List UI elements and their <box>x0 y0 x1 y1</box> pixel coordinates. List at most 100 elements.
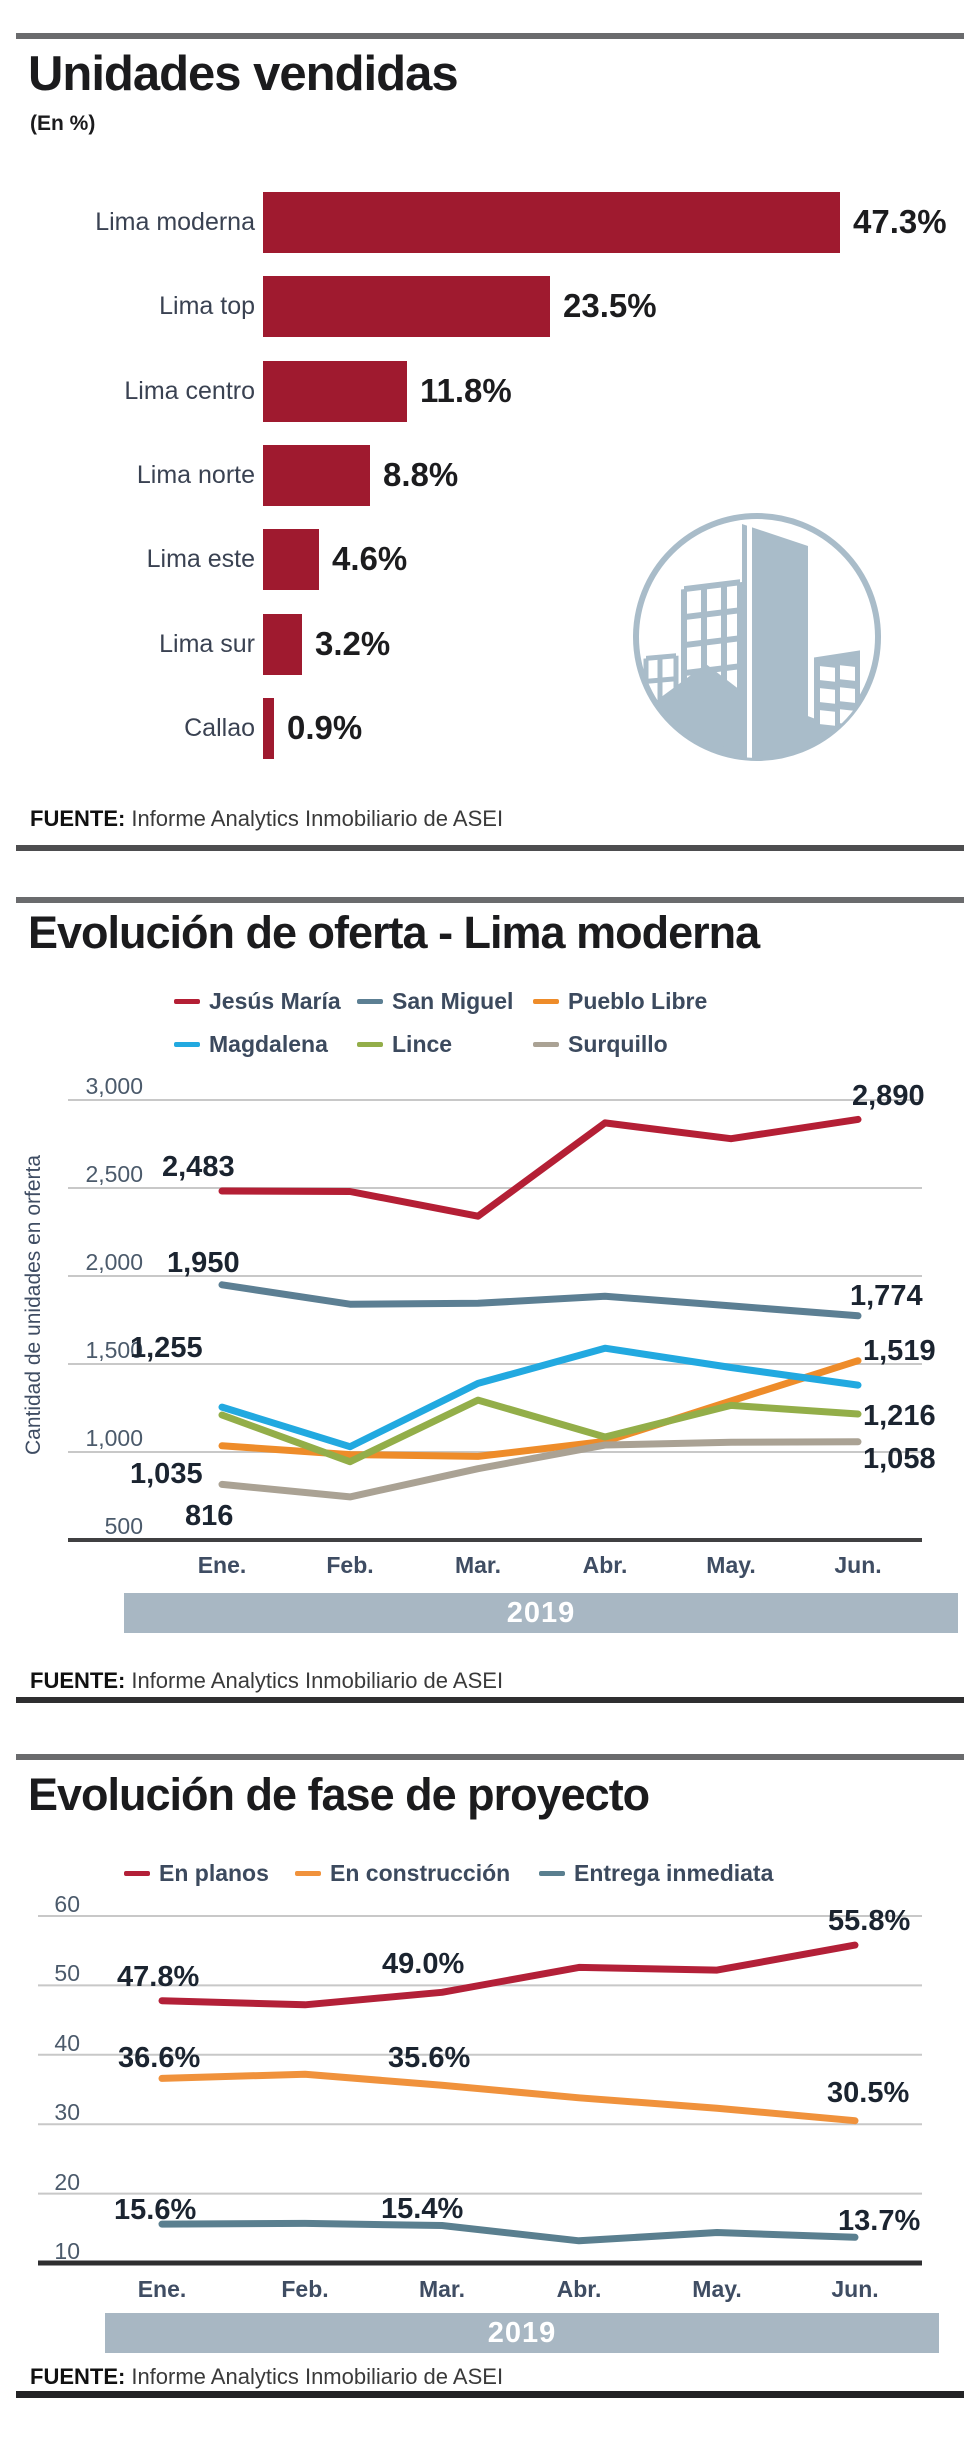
bar-value-label: 4.6% <box>332 539 408 577</box>
bar-category-label: Lima sur <box>159 629 255 658</box>
data-label: 15.4% <box>381 2192 464 2225</box>
chart2-year-band: 2019 <box>124 1593 958 1633</box>
x-axis-month-label: Mar. <box>454 1552 502 1578</box>
x-axis-month-label: May. <box>692 2276 742 2302</box>
legend-item-Entrega inmediata: Entrega inmediata <box>539 1860 773 1887</box>
chart2-source: FUENTE: Informe Analytics Inmobiliario de… <box>30 1668 503 1694</box>
legend-label: En planos <box>159 1860 269 1886</box>
section2-bottom-rule <box>16 1697 964 1703</box>
legend-swatch <box>533 1042 559 1047</box>
data-label: 1,035 <box>130 1457 203 1490</box>
source-text: Informe Analytics Inmobiliario de ASEI <box>131 806 504 831</box>
legend-swatch <box>174 999 200 1004</box>
bar-category-label: Lima centro <box>124 376 255 405</box>
legend-item-San Miguel: San Miguel <box>357 988 513 1015</box>
y-axis-tick: 1,000 <box>85 1425 143 1451</box>
chart2-legend: Jesús María San Miguel Pueblo Libre Magdale… <box>0 0 980 1057</box>
data-label: 2,483 <box>162 1150 235 1183</box>
legend-label: San Miguel <box>392 988 514 1014</box>
bar-value-label: 47.3% <box>853 202 947 240</box>
section1-top-rule <box>16 33 964 39</box>
data-label: 2,890 <box>852 1080 925 1113</box>
series-line-Lince <box>218 1396 862 1466</box>
section2-top-rule <box>16 897 964 903</box>
bar-value-label: 23.5% <box>563 286 657 324</box>
data-label: 1,255 <box>130 1332 203 1365</box>
x-axis-month-label: Abr. <box>556 2276 602 2302</box>
chart1-title: Unidades vendidas <box>28 47 459 101</box>
legend-item-Magdalena: Magdalena <box>174 1031 328 1058</box>
chart3-title: Evolución de fase de proyecto <box>28 1769 650 1820</box>
bar-category-label: Lima top <box>159 291 255 320</box>
legend-swatch <box>295 1871 321 1876</box>
y-axis-tick: 40 <box>54 2029 80 2056</box>
data-label: 1,216 <box>863 1399 936 1432</box>
series-line-Magdalena <box>218 1344 862 1451</box>
bar-value-label: 3.2% <box>315 624 391 662</box>
bar-value-label: 8.8% <box>383 455 459 493</box>
legend-swatch <box>539 1871 565 1876</box>
data-label: 1,519 <box>863 1334 936 1367</box>
bar <box>263 698 274 759</box>
chart3-legend: En planos En construcción Entrega inmediat… <box>0 0 980 1886</box>
legend-swatch <box>533 999 559 1004</box>
legend-label: Surquillo <box>568 1031 668 1057</box>
series-line-En construcción <box>158 2070 859 2125</box>
bar <box>263 614 302 675</box>
bar-category-label: Lima norte <box>136 460 255 489</box>
legend-label: Pueblo Libre <box>568 988 708 1014</box>
x-axis-month-label: Jun. <box>834 1552 882 1578</box>
y-axis-tick: 1,500 <box>85 1337 143 1363</box>
section1-bottom-rule <box>16 845 964 851</box>
y-axis-tick: 30 <box>54 2099 80 2126</box>
legend-item-Pueblo Libre: Pueblo Libre <box>533 988 707 1015</box>
source-label: FUENTE: <box>30 1668 126 1693</box>
data-label: 816 <box>185 1500 234 1533</box>
legend-label: Magdalena <box>209 1031 328 1057</box>
data-label: 1,774 <box>850 1279 923 1312</box>
bar-value-label: 11.8% <box>420 371 512 409</box>
bar-chart: Lima moderna 47.3% Lima top 23.5% Lima centr… <box>0 0 980 800</box>
x-axis-month-label: May. <box>706 1552 756 1578</box>
bar-value-label: 0.9% <box>287 708 363 746</box>
data-label: 47.8% <box>117 1960 200 1993</box>
legend-swatch <box>174 1042 200 1047</box>
section3-top-rule <box>16 1754 964 1760</box>
y-axis-tick: 2,500 <box>85 1161 143 1187</box>
y-axis-tick: 2,000 <box>85 1249 143 1275</box>
data-label: 55.8% <box>828 1905 911 1938</box>
source-label: FUENTE: <box>30 806 126 831</box>
legend-label: Jesús María <box>209 988 341 1014</box>
chart3-year-band: 2019 <box>105 2313 939 2353</box>
bar <box>263 192 840 253</box>
legend-label: Lince <box>392 1031 453 1057</box>
x-axis-month-label: Feb. <box>281 2276 329 2302</box>
legend-swatch <box>357 1042 383 1047</box>
chart3-plot <box>38 1915 922 2266</box>
source-text: Informe Analytics Inmobiliario de ASEI <box>131 1668 504 1693</box>
chart2-overlay: 3,000 2,500 2,000 1,500 1,000 500 Ene. Feb. Mar.… <box>0 0 980 1578</box>
data-label: 30.5% <box>827 2076 910 2109</box>
chart3-source: FUENTE: Informe Analytics Inmobiliario de… <box>30 2364 503 2390</box>
legend-item-Lince: Lince <box>357 1031 452 1058</box>
chart2-title: Evolución de oferta - Lima moderna <box>28 907 760 958</box>
legend-swatch <box>124 1871 150 1876</box>
series-line-Entrega inmediata <box>158 2219 859 2245</box>
data-label: 13.7% <box>838 2205 921 2238</box>
bar-category-label: Lima este <box>146 544 255 573</box>
bar-category-label: Callao <box>184 713 255 742</box>
bar-category-label: Lima moderna <box>95 207 255 236</box>
legend-label: En construcción <box>330 1860 511 1886</box>
chart1-source: FUENTE: Informe Analytics Inmobiliario de… <box>30 806 503 832</box>
legend-item-Jesús María: Jesús María <box>174 988 341 1015</box>
legend-item-En construcción: En construcción <box>295 1860 510 1887</box>
data-label: 1,950 <box>167 1246 240 1279</box>
bar <box>263 445 370 506</box>
legend-item-Surquillo: Surquillo <box>533 1031 668 1058</box>
y-axis-tick: 500 <box>104 1513 143 1539</box>
x-axis-month-label: Ene. <box>197 1552 247 1578</box>
data-label: 1,058 <box>863 1442 936 1475</box>
y-axis-tick: 50 <box>54 1960 80 1987</box>
series-line-Jesús María <box>218 1115 862 1220</box>
